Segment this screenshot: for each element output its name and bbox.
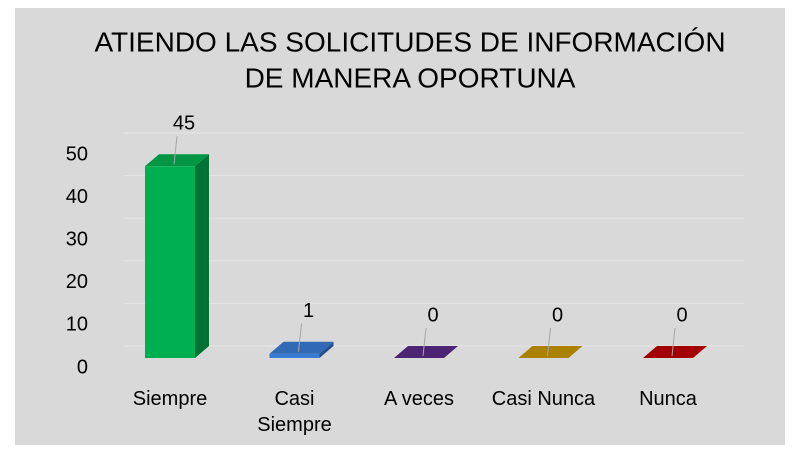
y-tick-label: 40 bbox=[66, 186, 88, 208]
leader-line bbox=[671, 327, 676, 357]
bar-front bbox=[145, 166, 195, 358]
bar-top bbox=[518, 346, 583, 358]
bar-top bbox=[643, 346, 707, 358]
x-tick-label: Casi Nunca bbox=[491, 388, 596, 410]
data-label: 0 bbox=[427, 304, 438, 326]
chart-title: DE MANERA OPORTUNA bbox=[245, 62, 576, 93]
y-tick-label: 30 bbox=[66, 228, 88, 250]
x-tick-label: Nunca bbox=[639, 388, 697, 410]
data-label: 1 bbox=[303, 300, 314, 322]
y-tick-label: 0 bbox=[77, 356, 88, 378]
data-label: 0 bbox=[676, 304, 687, 326]
x-tick-label: Siempre bbox=[132, 388, 208, 410]
bar-side bbox=[195, 154, 209, 358]
bar-front bbox=[269, 353, 320, 358]
chart-background bbox=[15, 8, 785, 445]
leader-line bbox=[422, 327, 427, 357]
leader-line bbox=[298, 323, 302, 352]
y-tick-label: 10 bbox=[66, 314, 88, 336]
bar-top bbox=[145, 154, 209, 167]
bar-side bbox=[319, 341, 334, 358]
data-label: 45 bbox=[173, 113, 195, 135]
leader-line bbox=[547, 327, 551, 357]
y-tick-label: 20 bbox=[66, 271, 88, 293]
data-label: 0 bbox=[552, 304, 563, 326]
x-tick-label: Casi Siempre bbox=[257, 388, 332, 436]
x-tick-label: A veces bbox=[383, 388, 455, 410]
bar-top bbox=[394, 346, 458, 358]
bar-top bbox=[269, 341, 334, 354]
leader-line bbox=[173, 136, 178, 165]
chart-title: ATIENDO LAS SOLICITUDES DE INFORMACIÓN bbox=[94, 26, 725, 57]
y-tick-label: 50 bbox=[66, 143, 88, 165]
